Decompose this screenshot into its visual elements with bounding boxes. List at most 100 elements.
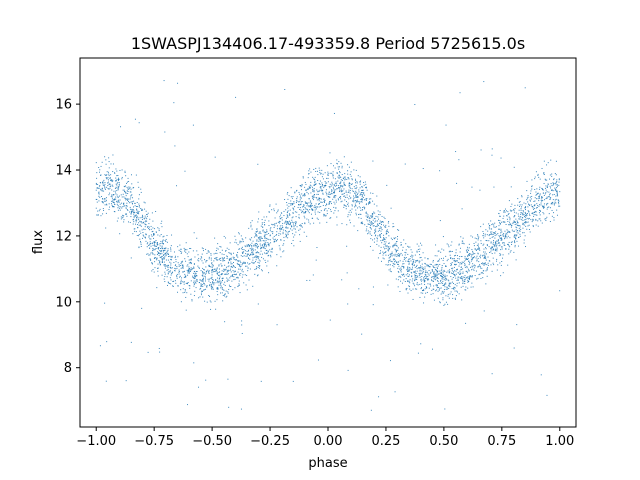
data-point (160, 240, 162, 242)
data-point (282, 222, 284, 224)
data-point (313, 178, 315, 180)
data-point (496, 243, 498, 245)
data-point (187, 269, 189, 271)
data-point (323, 198, 325, 200)
data-point (409, 268, 411, 270)
data-point (408, 258, 410, 260)
data-point (225, 290, 227, 292)
data-point (204, 275, 206, 277)
data-point (428, 278, 430, 280)
data-point (253, 262, 255, 264)
data-point (477, 277, 479, 279)
data-point (490, 220, 492, 222)
data-point (466, 272, 468, 274)
data-point (115, 196, 117, 198)
data-point (424, 276, 425, 278)
data-point (239, 260, 241, 262)
data-point (528, 213, 530, 215)
data-point (326, 213, 328, 215)
data-point (325, 189, 327, 191)
data-point (355, 169, 357, 171)
data-point (339, 188, 341, 190)
data-point (266, 249, 268, 251)
data-point (370, 215, 372, 217)
data-point (432, 276, 434, 278)
data-point (127, 198, 129, 200)
data-point (517, 204, 519, 206)
data-point (328, 193, 330, 195)
data-point (526, 197, 528, 199)
data-point (375, 228, 377, 230)
data-point (531, 195, 533, 197)
data-point (202, 275, 204, 277)
data-point (391, 255, 393, 257)
data-point (476, 260, 478, 262)
data-point (462, 285, 464, 287)
data-point (408, 261, 410, 263)
data-point (376, 220, 378, 222)
data-point (529, 196, 531, 198)
data-point (141, 307, 143, 309)
data-point (116, 220, 118, 222)
data-point (493, 186, 495, 188)
data-point (188, 266, 190, 268)
data-point (255, 255, 257, 257)
data-point (123, 215, 125, 217)
data-point (339, 171, 341, 173)
data-point (255, 252, 257, 254)
data-point (440, 271, 442, 273)
data-point (509, 223, 511, 225)
x-tick-label: −0.50 (192, 434, 232, 449)
data-point (396, 255, 398, 257)
data-point (192, 250, 194, 252)
data-point (422, 292, 424, 294)
data-point (532, 218, 534, 220)
data-point (545, 189, 547, 191)
data-point (393, 225, 395, 227)
data-point (231, 266, 233, 268)
data-point (483, 243, 485, 245)
data-point (129, 186, 131, 188)
data-point (245, 237, 247, 239)
data-point (536, 194, 538, 196)
data-point (200, 287, 202, 289)
data-point (466, 251, 468, 253)
data-point (482, 272, 484, 274)
data-point (123, 221, 125, 223)
data-point (239, 240, 241, 242)
data-point (333, 195, 335, 197)
data-point (419, 276, 421, 278)
data-point (189, 287, 191, 289)
data-point (194, 274, 196, 276)
data-point (346, 194, 348, 196)
data-point (194, 256, 196, 258)
data-point (117, 196, 119, 198)
data-point (162, 242, 164, 244)
data-point (241, 270, 243, 272)
data-point (535, 171, 537, 173)
data-point (470, 253, 472, 255)
data-point (402, 263, 404, 265)
data-point (473, 265, 475, 267)
data-point (405, 260, 407, 262)
data-point (328, 196, 330, 198)
data-point (462, 281, 464, 283)
data-point (141, 208, 143, 210)
data-point (235, 239, 237, 241)
data-point (145, 220, 147, 222)
data-point (350, 161, 352, 163)
data-point (119, 169, 121, 171)
data-point (161, 260, 163, 262)
data-point (535, 211, 537, 213)
data-point (328, 196, 330, 198)
data-point (379, 222, 381, 224)
data-point (523, 224, 525, 226)
data-point (298, 201, 300, 203)
data-point (326, 177, 328, 179)
data-point (211, 263, 213, 265)
data-point (316, 193, 318, 195)
data-point (105, 200, 107, 202)
data-point (552, 194, 554, 196)
data-point (205, 248, 207, 250)
data-point (456, 290, 458, 292)
